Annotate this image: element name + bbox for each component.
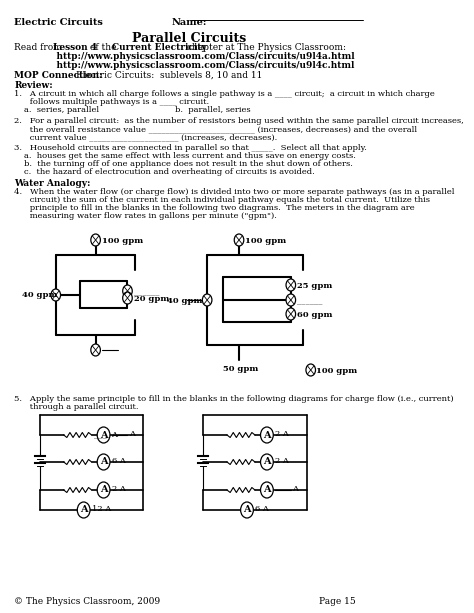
Text: 100 gpm: 100 gpm xyxy=(316,367,357,375)
Text: A: A xyxy=(263,485,271,495)
Text: c.  the hazard of electrocution and overheating of circuits is avoided.: c. the hazard of electrocution and overh… xyxy=(24,168,315,176)
Text: 50 gpm: 50 gpm xyxy=(223,365,258,373)
Text: measuring water flow rates in gallons per minute ("gpm").: measuring water flow rates in gallons pe… xyxy=(14,212,277,220)
Text: 100 gpm: 100 gpm xyxy=(246,237,287,245)
Circle shape xyxy=(51,289,61,301)
Text: 20 gpm: 20 gpm xyxy=(134,295,169,303)
Circle shape xyxy=(91,344,100,356)
Text: 4.   When the water flow (or charge flow) is divided into two or more separate p: 4. When the water flow (or charge flow) … xyxy=(14,188,455,196)
Text: Electric Circuits:  sublevels 8, 10 and 11: Electric Circuits: sublevels 8, 10 and 1… xyxy=(76,71,262,80)
Text: 40 gpm: 40 gpm xyxy=(167,297,203,305)
Text: 3.   Household circuits are connected in parallel so that _____.  Select all tha: 3. Household circuits are connected in p… xyxy=(14,144,367,152)
Text: follows multiple pathways is a ____ circuit.: follows multiple pathways is a ____ circ… xyxy=(14,98,210,106)
Circle shape xyxy=(286,308,296,320)
Text: Page 15: Page 15 xyxy=(319,597,356,606)
Circle shape xyxy=(97,482,110,498)
Text: A: A xyxy=(80,506,88,514)
Text: A: A xyxy=(100,457,108,466)
Circle shape xyxy=(91,234,100,246)
Text: Review:: Review: xyxy=(14,81,53,90)
Text: circuit) the sum of the current in each individual pathway equals the total curr: circuit) the sum of the current in each … xyxy=(14,196,430,204)
Text: ______: ______ xyxy=(134,288,159,296)
Text: http://www.physicsclassroom.com/Class/circuits/u9l4a.html: http://www.physicsclassroom.com/Class/ci… xyxy=(44,52,355,61)
Text: Water Analogy:: Water Analogy: xyxy=(14,179,91,188)
Text: b.  the turning off of one appliance does not result in the shut down of others.: b. the turning off of one appliance does… xyxy=(24,160,353,168)
Text: 60 gpm: 60 gpm xyxy=(297,311,333,319)
Text: © The Physics Classroom, 2009: © The Physics Classroom, 2009 xyxy=(14,597,161,606)
Text: A: A xyxy=(100,485,108,495)
Text: Electric Circuits: Electric Circuits xyxy=(14,18,103,27)
Text: Name:: Name: xyxy=(171,18,207,27)
Text: 6 A: 6 A xyxy=(111,457,126,465)
Circle shape xyxy=(234,234,244,246)
Text: 12 A: 12 A xyxy=(91,505,111,513)
Text: 2 A: 2 A xyxy=(111,485,126,493)
Text: A: A xyxy=(292,485,299,493)
Circle shape xyxy=(123,285,132,297)
Circle shape xyxy=(286,294,296,306)
Text: A: A xyxy=(243,506,251,514)
Circle shape xyxy=(306,364,316,376)
Text: Read from: Read from xyxy=(14,43,65,52)
Text: A: A xyxy=(100,430,108,440)
Circle shape xyxy=(123,292,132,304)
Text: 25 gpm: 25 gpm xyxy=(297,282,333,290)
Text: a.  series, parallel: a. series, parallel xyxy=(24,106,99,114)
Text: 2.   For a parallel circuit:  as the number of resistors being used within the s: 2. For a parallel circuit: as the number… xyxy=(14,117,464,125)
Text: Lesson 4: Lesson 4 xyxy=(53,43,97,52)
Text: A: A xyxy=(263,457,271,466)
Text: A: A xyxy=(129,430,135,438)
Text: b.  parallel, series: b. parallel, series xyxy=(175,106,251,114)
Text: MOP Connection:: MOP Connection: xyxy=(14,71,103,80)
Text: http://www.physicsclassroom.com/Class/circuits/u9l4c.html: http://www.physicsclassroom.com/Class/ci… xyxy=(44,61,354,70)
Circle shape xyxy=(286,279,296,291)
Text: the overall resistance value _________________________ (increases, decreases) an: the overall resistance value ___________… xyxy=(14,125,418,133)
Text: principle to fill in the blanks in the following two diagrams.  The meters in th: principle to fill in the blanks in the f… xyxy=(14,204,415,212)
Text: 1.   A circuit in which all charge follows a single pathway is a ____ circuit;  : 1. A circuit in which all charge follows… xyxy=(14,90,435,98)
Text: 6 A: 6 A xyxy=(255,505,269,513)
Text: through a parallel circuit.: through a parallel circuit. xyxy=(14,403,139,411)
Circle shape xyxy=(97,454,110,470)
Circle shape xyxy=(202,294,212,306)
Text: 2 A: 2 A xyxy=(275,430,289,438)
Text: 5.   Apply the same principle to fill in the blanks in the following diagrams fo: 5. Apply the same principle to fill in t… xyxy=(14,395,454,403)
Circle shape xyxy=(261,482,273,498)
Text: 100 gpm: 100 gpm xyxy=(102,237,143,245)
Circle shape xyxy=(261,454,273,470)
Text: Parallel Circuits: Parallel Circuits xyxy=(132,32,246,45)
Text: ___  A: ___ A xyxy=(94,430,118,438)
Text: ______: ______ xyxy=(297,297,323,305)
Text: A: A xyxy=(263,430,271,440)
Text: of the: of the xyxy=(87,43,119,52)
Text: 2 A: 2 A xyxy=(275,457,289,465)
Text: current value _____________________ (increases, decreases).: current value _____________________ (inc… xyxy=(14,133,278,141)
Text: 40 gpm: 40 gpm xyxy=(22,291,58,299)
Text: chapter at The Physics Classroom:: chapter at The Physics Classroom: xyxy=(184,43,346,52)
Circle shape xyxy=(77,502,90,518)
Text: a.  houses get the same effect with less current and thus save on energy costs.: a. houses get the same effect with less … xyxy=(24,152,356,160)
Circle shape xyxy=(97,427,110,443)
Circle shape xyxy=(241,502,254,518)
Text: Current Electricity: Current Electricity xyxy=(111,43,206,52)
Circle shape xyxy=(261,427,273,443)
